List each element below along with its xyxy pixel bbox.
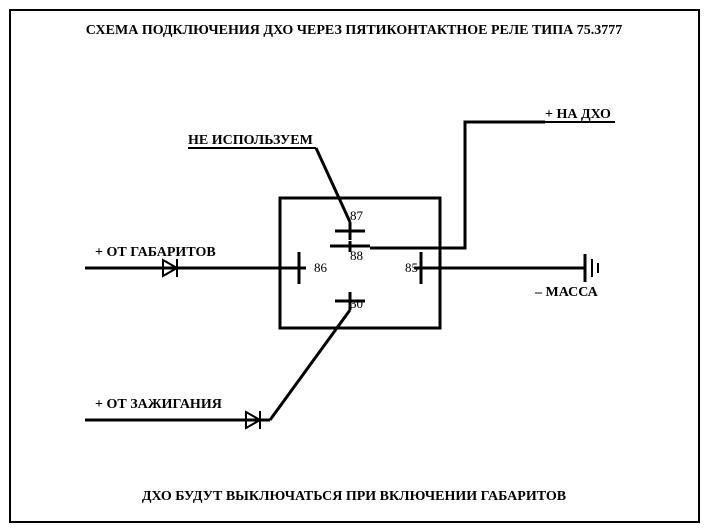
diagram-frame: СХЕМА ПОДКЛЮЧЕНИЯ ДХО ЧЕРЕЗ ПЯТИКОНТАКТН… <box>0 0 709 532</box>
pin-86-label: 86 <box>314 260 328 275</box>
border <box>10 10 699 522</box>
wire-not-used <box>316 148 350 222</box>
pin-30-label: 30 <box>350 296 363 311</box>
pin-87-label: 87 <box>350 208 364 223</box>
label-not-used: НЕ ИСПОЛЬЗУЕМ <box>188 133 313 148</box>
footer-text: ДХО БУДУТ ВЫКЛЮЧАТЬСЯ ПРИ ВКЛЮЧЕНИИ ГАБА… <box>142 489 566 504</box>
pin-85-label: 85 <box>405 260 418 275</box>
wire-to-dho <box>370 122 545 248</box>
label-to-dho: + НА ДХО <box>545 107 611 122</box>
label-ground: – МАССА <box>534 285 599 300</box>
label-from-gabarit: + ОТ ГАБАРИТОВ <box>95 245 216 260</box>
label-from-ignition: + ОТ ЗАЖИГАНИЯ <box>95 397 222 412</box>
pin-88-label: 88 <box>350 248 363 263</box>
wiring-diagram-svg: СХЕМА ПОДКЛЮЧЕНИЯ ДХО ЧЕРЕЗ ПЯТИКОНТАКТН… <box>0 0 709 532</box>
title-text: СХЕМА ПОДКЛЮЧЕНИЯ ДХО ЧЕРЕЗ ПЯТИКОНТАКТН… <box>86 23 622 38</box>
